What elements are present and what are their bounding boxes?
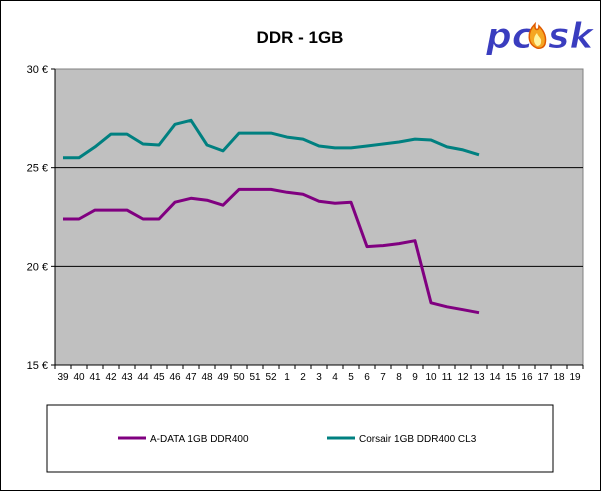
- x-tick-label: 39: [57, 372, 69, 383]
- series-line-1: [63, 187, 480, 315]
- x-tick-label: 2: [300, 372, 306, 383]
- plot-area: [54, 68, 584, 366]
- x-tick-label: 5: [348, 372, 354, 383]
- x-tick-label: 15: [505, 372, 517, 383]
- y-axis: 15 € 20 € 25 € 30 €: [27, 64, 56, 372]
- x-tick-label: 41: [89, 372, 101, 383]
- x-tick-label: 49: [217, 372, 229, 383]
- x-tick-label: 1: [284, 372, 290, 383]
- x-tick-label: 4: [332, 372, 338, 383]
- x-tick-label: 16: [521, 372, 533, 383]
- x-tick-label: 45: [153, 372, 165, 383]
- x-tick-label: 10: [425, 372, 437, 383]
- legend-label-1: A-DATA 1GB DDR400: [150, 434, 249, 445]
- x-tick-label: 43: [121, 372, 133, 383]
- x-tick-label: 19: [569, 372, 581, 383]
- x-tick-label: 17: [537, 372, 549, 383]
- x-tick-label: 42: [105, 372, 117, 383]
- x-tick-label: 7: [380, 372, 386, 383]
- y-tick-label: 20 €: [27, 261, 48, 273]
- y-tick-label: 25 €: [27, 163, 48, 175]
- x-tick-label: 47: [185, 372, 197, 383]
- x-tick-label: 14: [489, 372, 501, 383]
- y-tick-label: 15 €: [27, 360, 48, 372]
- x-tick-label: 50: [233, 372, 245, 383]
- x-axis: 39 40 41 42 43 44 45 46 47 48 49 50 51 52 1 2 3 4 5 6 7 8 9 10 1…: [54, 364, 584, 383]
- series-line-2: [63, 118, 480, 160]
- flame-icon: [528, 21, 547, 49]
- chart-title: DDR - 1GB: [257, 28, 344, 47]
- legend-label-2: Corsair 1GB DDR400 CL3: [359, 434, 477, 445]
- x-tick-label: 18: [553, 372, 565, 383]
- x-tick-label: 48: [201, 372, 213, 383]
- y-tick-label: 30 €: [27, 64, 48, 76]
- pcsk-logo: pc sk: [485, 16, 596, 58]
- x-tick-label: 8: [396, 372, 402, 383]
- x-tick-label: 51: [249, 372, 261, 383]
- x-tick-label: 13: [473, 372, 485, 383]
- logo-text-pc: pc: [485, 16, 533, 57]
- x-tick-label: 9: [412, 372, 418, 383]
- gridlines: [55, 167, 583, 267]
- x-tick-label: 11: [442, 372, 453, 383]
- x-tick-label: 3: [316, 372, 322, 383]
- series-lines: [63, 118, 480, 315]
- x-tick-label: 40: [73, 372, 85, 383]
- x-tick-label: 46: [169, 372, 181, 383]
- legend-items: A-DATA 1GB DDR400 Corsair 1GB DDR400 CL3: [118, 434, 477, 445]
- logo-text-sk: sk: [548, 16, 595, 57]
- x-tick-label: 44: [137, 372, 149, 383]
- x-tick-label: 52: [265, 372, 277, 383]
- x-tick-label: 12: [457, 372, 469, 383]
- x-tick-label: 6: [364, 372, 370, 383]
